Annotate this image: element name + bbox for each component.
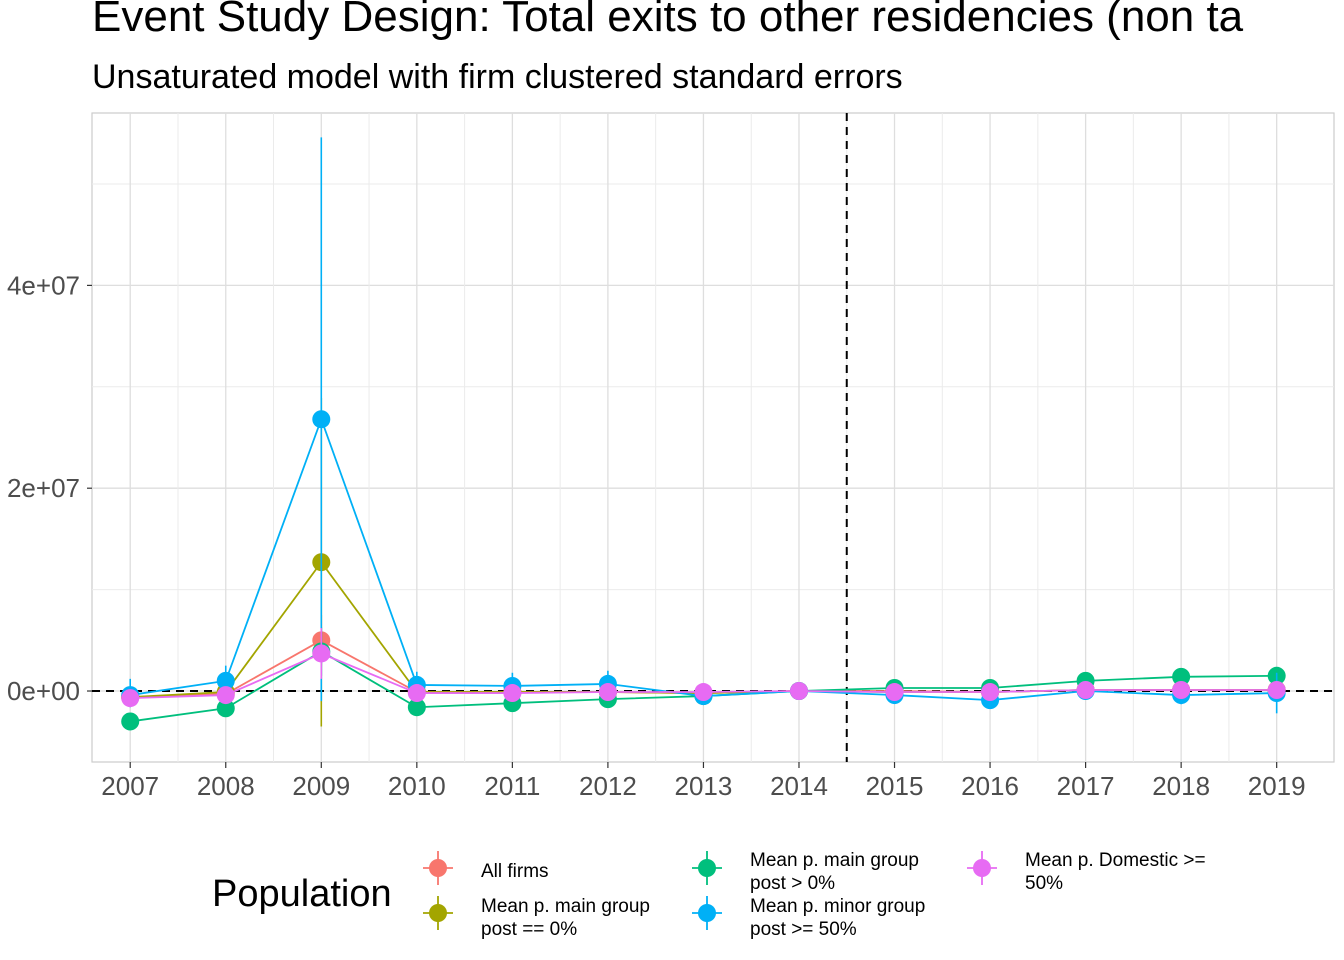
legend-label: Mean p. minor group — [750, 896, 925, 917]
data-point — [407, 698, 426, 717]
data-point — [216, 686, 235, 705]
legend-key-point — [429, 859, 447, 877]
y-tick-label: 2e+07 — [7, 473, 80, 503]
data-point — [885, 683, 904, 702]
x-tick-label: 2011 — [484, 771, 540, 801]
chart-subtitle: Unsaturated model with firm clustered st… — [92, 58, 903, 96]
legend-label: All firms — [481, 861, 549, 882]
legend-label: Mean p. main group — [750, 850, 919, 871]
x-tick-label: 2016 — [961, 771, 1019, 801]
legend-item-0: All firms — [423, 851, 549, 885]
data-point — [694, 683, 713, 702]
data-point — [503, 684, 522, 703]
legend-key-point — [698, 904, 716, 922]
series-4 — [121, 628, 1286, 708]
legend-key-point — [973, 859, 991, 877]
data-point — [216, 699, 235, 718]
y-tick-label: 4e+07 — [7, 270, 80, 300]
x-tick-label: 2017 — [1057, 771, 1115, 801]
x-tick-label: 2014 — [770, 771, 828, 801]
data-point — [216, 671, 235, 690]
x-tick-label: 2009 — [292, 771, 350, 801]
data-point — [1172, 681, 1191, 700]
legend-title: Population — [212, 873, 392, 915]
x-tick-label: 2007 — [101, 771, 159, 801]
data-point — [121, 712, 140, 731]
chart-title: Event Study Design: Total exits to other… — [92, 0, 1244, 41]
x-axis: 2007 2008 2009 2010 2011 2012 2013 2014 2015 2016… — [101, 762, 1306, 801]
x-tick-label: 2008 — [197, 771, 255, 801]
legend-item-4: Mean p. Domestic >=50% — [967, 850, 1206, 894]
x-tick-label: 2019 — [1248, 771, 1306, 801]
data-point — [312, 410, 331, 429]
data-point — [1172, 667, 1191, 686]
legend-label: post > 0% — [750, 873, 835, 894]
data-point — [407, 684, 426, 703]
x-tick-label: 2012 — [579, 771, 637, 801]
x-tick-label: 2010 — [388, 771, 446, 801]
legend-label: Mean p. main group — [481, 896, 650, 917]
x-tick-label: 2015 — [866, 771, 924, 801]
data-point — [981, 683, 1000, 702]
y-tick-label: 0e+00 — [7, 676, 80, 706]
y-axis: 0e+00 2e+07 4e+07 — [7, 270, 92, 706]
data-point — [598, 683, 617, 702]
x-tick-label: 2018 — [1152, 771, 1210, 801]
legend-key-point — [698, 859, 716, 877]
legend-label: post == 0% — [481, 919, 577, 940]
plot-panel — [91, 112, 1335, 763]
x-tick-label: 2013 — [675, 771, 733, 801]
data-point — [789, 682, 808, 701]
data-point — [1076, 681, 1095, 700]
legend-label: Mean p. Domestic >= — [1025, 850, 1206, 871]
data-point — [312, 644, 331, 663]
legend-key-point — [429, 904, 447, 922]
data-point — [121, 689, 140, 708]
legend-label: 50% — [1025, 873, 1063, 894]
legend-label: post >= 50% — [750, 919, 857, 940]
data-point — [1267, 681, 1286, 700]
